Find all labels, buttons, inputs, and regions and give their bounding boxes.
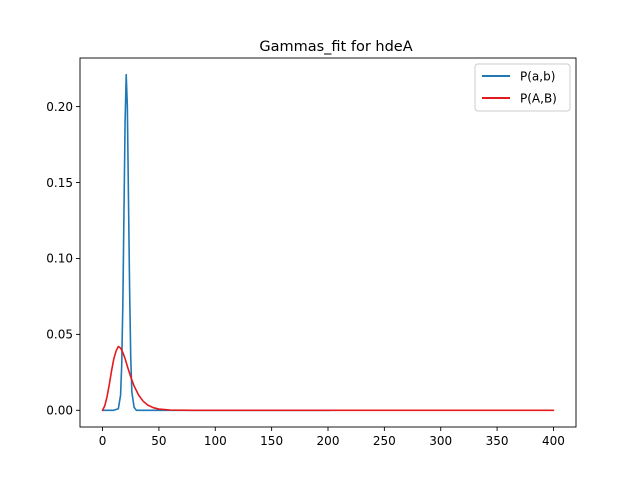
x-tick-label-400: 400 — [542, 434, 565, 448]
x-tick-label-200: 200 — [317, 434, 340, 448]
chart-title: Gammas_fit for hdeA — [259, 39, 412, 55]
series-layer — [101, 73, 555, 412]
x-tick-label-150: 150 — [260, 434, 283, 448]
legend-label-series-2: P(A,B) — [520, 92, 557, 106]
plot-frame — [79, 57, 577, 428]
y-tick-label-3: 0.15 — [46, 176, 73, 190]
y-tick-label-0: 0.00 — [46, 404, 73, 418]
series-line-2 — [101, 345, 555, 412]
x-tick-label-0: 0 — [99, 434, 107, 448]
y-axis: 0.00 0.05 0.10 0.15 0.20 — [46, 100, 80, 418]
legend: P(a,b) P(A,B) — [474, 63, 571, 112]
x-tick-label-250: 250 — [373, 434, 396, 448]
x-tick-label-300: 300 — [429, 434, 452, 448]
x-tick-label-100: 100 — [204, 434, 227, 448]
x-axis: 0 50 100 150 200 250 300 350 400 — [99, 427, 565, 448]
x-tick-label-350: 350 — [486, 434, 509, 448]
y-tick-label-1: 0.05 — [46, 328, 73, 342]
y-tick-label-2: 0.10 — [46, 252, 73, 266]
series-line-1 — [101, 73, 332, 412]
y-tick-label-4: 0.20 — [46, 100, 73, 114]
legend-label-series-1: P(a,b) — [520, 70, 555, 84]
x-tick-label-50: 50 — [151, 434, 166, 448]
